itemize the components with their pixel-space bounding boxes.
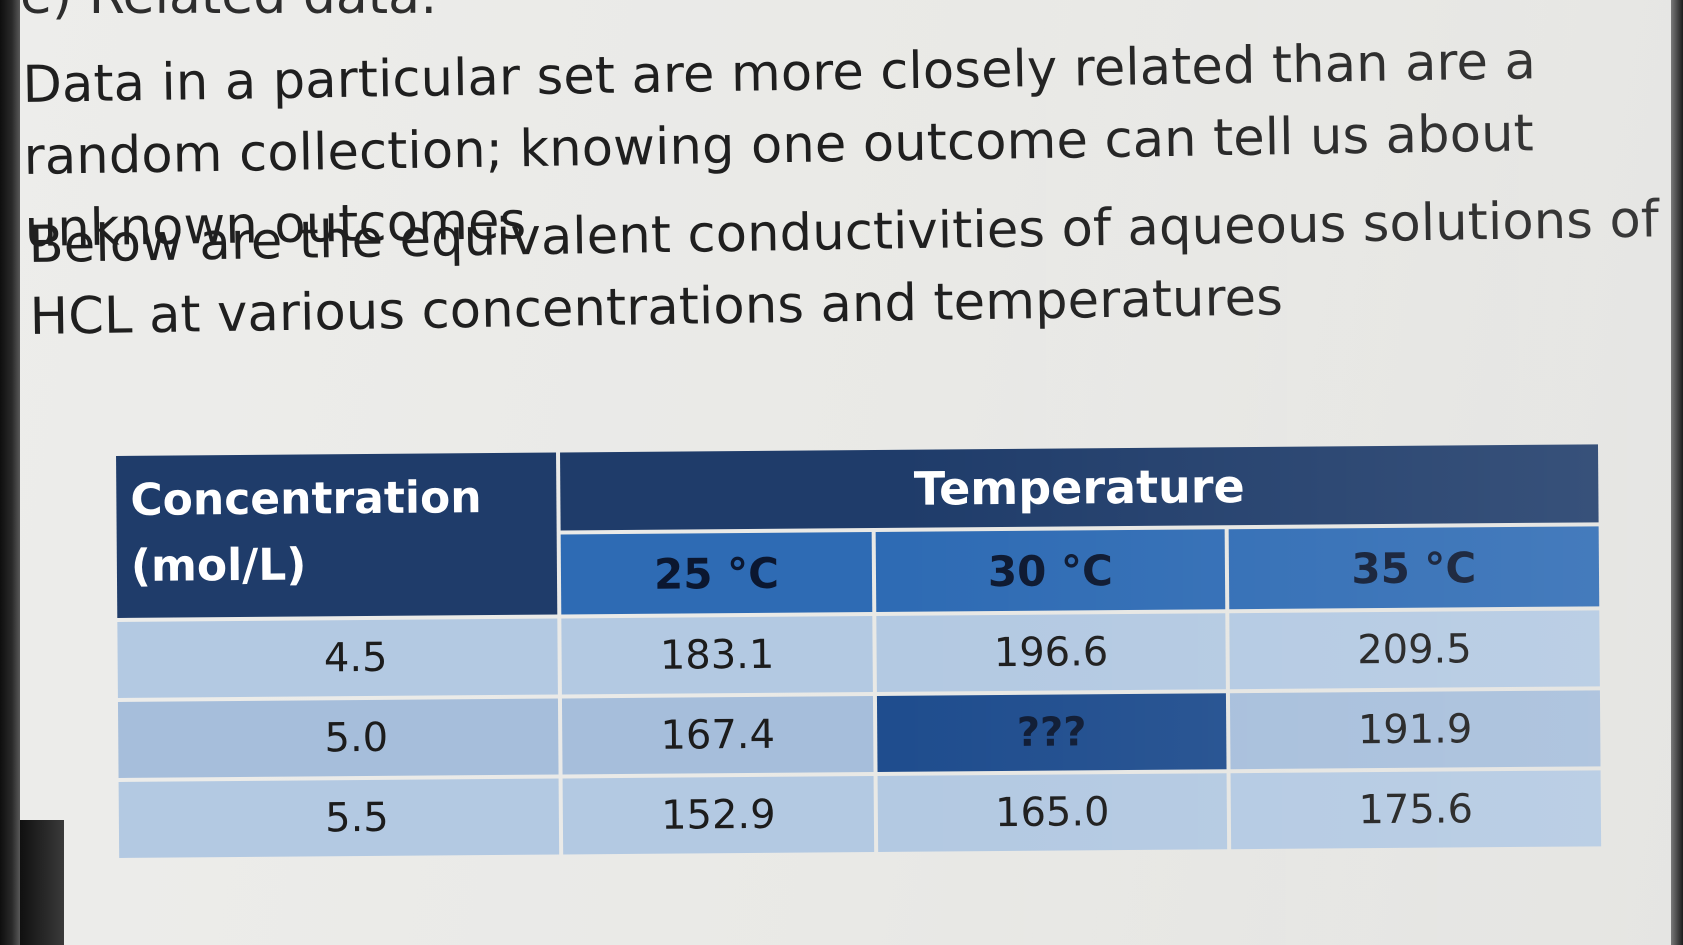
conductivity-table: Concentration (mol/L) Temperature 25 °C …: [112, 440, 1605, 862]
table-description-paragraph: Below are the equivalent conductivities …: [28, 190, 1660, 347]
table-row: 5.5 152.9 165.0 175.6: [118, 770, 1602, 858]
temperature-header: Temperature: [559, 444, 1599, 531]
conductivity-cell: 209.5: [1229, 610, 1600, 690]
temp-header-25: 25 °C: [560, 532, 873, 615]
table-row: 4.5 183.1 196.6 209.5: [117, 610, 1600, 698]
conductivity-cell: 183.1: [561, 616, 873, 695]
conductivity-table-wrapper: Concentration (mol/L) Temperature 25 °C …: [112, 440, 1605, 862]
section-heading: e) Related data:: [20, 0, 437, 26]
conductivity-cell: 165.0: [877, 773, 1227, 852]
monitor-bezel-left: [0, 0, 20, 945]
monitor-bezel-right: [1671, 0, 1683, 945]
conductivity-cell: 175.6: [1230, 770, 1602, 850]
temp-header-35: 35 °C: [1228, 526, 1600, 610]
concentration-cell: 4.5: [117, 618, 558, 698]
conductivity-cell: 152.9: [562, 776, 875, 855]
concentration-header-unit: (mol/L): [130, 539, 307, 592]
missing-value-cell: ???: [877, 693, 1227, 772]
conductivity-cell: 196.6: [876, 613, 1226, 692]
concentration-header-label: Concentration: [130, 472, 482, 526]
monitor-bezel-corner: [20, 820, 64, 945]
concentration-cell: 5.0: [117, 698, 559, 778]
conductivity-cell: 191.9: [1229, 690, 1601, 770]
conductivity-cell: 167.4: [561, 696, 874, 775]
concentration-cell: 5.5: [118, 778, 560, 858]
temp-header-30: 30 °C: [875, 529, 1226, 613]
table-row: 5.0 167.4 ??? 191.9: [117, 690, 1601, 778]
concentration-header: Concentration (mol/L): [116, 452, 558, 618]
